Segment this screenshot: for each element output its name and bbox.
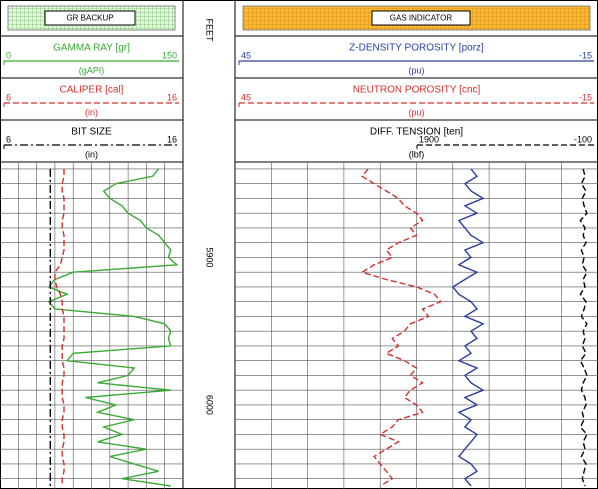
- scale-max: -15: [579, 50, 592, 60]
- curve-units: (lbf): [409, 149, 425, 159]
- scale-max: 16: [167, 92, 177, 102]
- curve-name: BIT SIZE: [71, 127, 112, 138]
- curve-units: (pu): [408, 65, 424, 75]
- scale-max: 150: [162, 50, 177, 60]
- depth-unit: FEET: [205, 18, 215, 42]
- log-curve: [360, 168, 442, 487]
- curve-units: (pu): [408, 107, 424, 117]
- curve-name: Z-DENSITY POROSITY [porz]: [349, 43, 484, 54]
- curve-units: (in): [85, 107, 98, 117]
- curve-name: GAMMA RAY [gr]: [53, 43, 130, 54]
- log-curve: [47, 168, 179, 487]
- scale-min: 45: [241, 92, 251, 102]
- scale-max: -15: [579, 92, 592, 102]
- scale-min: 45: [241, 50, 251, 60]
- depth-label: 6000: [205, 395, 215, 415]
- log-curve: [579, 168, 588, 487]
- scale-min: 6: [6, 134, 11, 144]
- title-box: [371, 10, 471, 26]
- scale-max: 16: [167, 134, 177, 144]
- curve-units: (in): [85, 149, 98, 159]
- scale-min: 1900: [419, 134, 439, 144]
- scale-max: -100: [574, 134, 592, 144]
- track-title: GAS INDICATOR: [390, 14, 453, 23]
- curve-name: CALIPER [cal]: [60, 85, 124, 96]
- curve-units: (gAPI): [79, 65, 105, 75]
- track-title: GR BACKUP: [66, 14, 113, 23]
- curve-name: DIFF. TENSION [ten]: [370, 127, 463, 138]
- curve-name: NEUTRON POROSITY [cnc]: [353, 85, 481, 96]
- title-box: [44, 10, 136, 26]
- scale-min: 6: [6, 92, 11, 102]
- log-curve: [54, 168, 65, 486]
- depth-label: 5900: [205, 247, 215, 267]
- scale-min: 0: [6, 50, 11, 60]
- log-curve: [451, 168, 485, 487]
